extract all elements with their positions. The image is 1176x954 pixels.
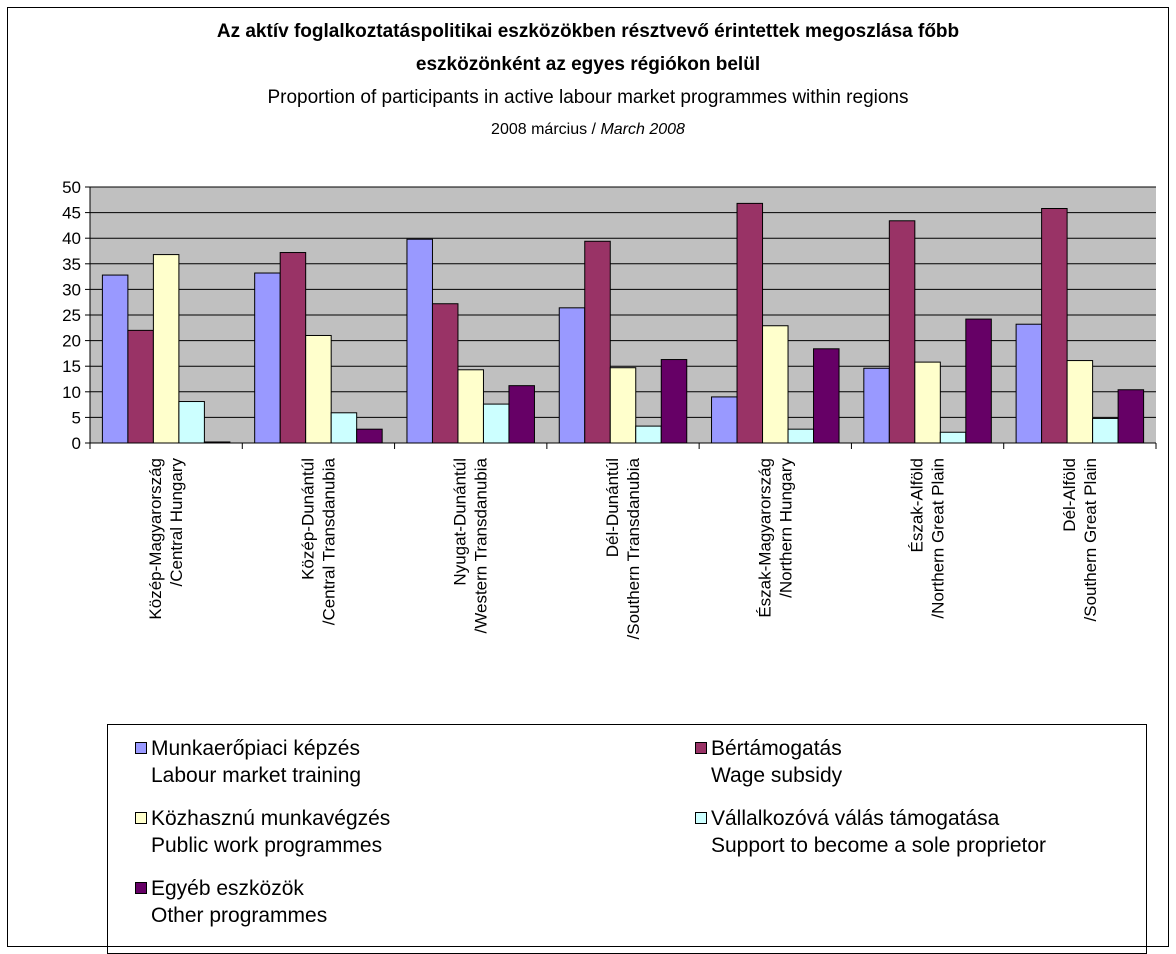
legend-swatch bbox=[135, 742, 147, 754]
legend-entry: Munkaerőpiaci képzés Labour market traini… bbox=[135, 735, 361, 789]
bar bbox=[431, 303, 459, 444]
bar bbox=[127, 329, 154, 444]
bar bbox=[1041, 208, 1068, 444]
bar bbox=[888, 220, 916, 444]
bar bbox=[660, 359, 688, 444]
x-tick-label: Közép-Dunántúl bbox=[298, 458, 317, 580]
bar bbox=[406, 238, 433, 444]
bar bbox=[1092, 417, 1119, 444]
legend-entry: Vállalkozóvá válás támogatása Support to … bbox=[695, 805, 1046, 859]
bar bbox=[914, 361, 941, 444]
legend-label: Bértámogatás bbox=[711, 737, 842, 760]
bar bbox=[101, 274, 129, 444]
legend-swatch bbox=[695, 812, 707, 824]
legend-entry: Közhasznú munkavégzés Public work program… bbox=[135, 805, 390, 859]
x-tick-label-en: /Southern Transdanubia bbox=[624, 457, 643, 639]
bar bbox=[939, 431, 967, 444]
x-tick-label: Dél-Dunántúl bbox=[603, 458, 622, 557]
bar bbox=[305, 334, 332, 444]
bar bbox=[813, 348, 840, 444]
x-tick-label-en: /Central Transdanubia bbox=[319, 457, 338, 625]
y-tick-label: 20 bbox=[62, 332, 81, 351]
legend-label-en: Support to become a sole proprietor bbox=[711, 834, 1047, 857]
legend-label-en: Public work programmes bbox=[151, 834, 383, 857]
x-tick-label: Nyugat-Dunántúl bbox=[451, 458, 470, 586]
y-tick-label: 25 bbox=[62, 306, 81, 325]
bar bbox=[711, 396, 738, 444]
y-tick-label: 5 bbox=[72, 408, 81, 427]
y-tick-label: 40 bbox=[62, 229, 81, 248]
legend-swatch bbox=[695, 742, 707, 754]
y-tick-label: 0 bbox=[72, 434, 81, 453]
legend-label-en: Other programmes bbox=[151, 904, 328, 927]
y-tick-label: 10 bbox=[62, 383, 81, 402]
x-tick-label-en: /Central Hungary bbox=[167, 458, 186, 587]
date-hu: 2008 március / bbox=[491, 121, 601, 138]
bar bbox=[203, 441, 231, 444]
x-tick-label: Dél-Alföld bbox=[1060, 458, 1079, 532]
bar bbox=[178, 401, 205, 444]
chart-date: 2008 március / March 2008 bbox=[0, 120, 1176, 140]
bar bbox=[279, 252, 307, 444]
bar bbox=[152, 254, 180, 444]
bar bbox=[1015, 323, 1043, 444]
legend-label: Munkaerőpiaci képzés bbox=[151, 737, 360, 760]
legend-entry: Egyéb eszközök Other programmes bbox=[135, 875, 327, 929]
x-tick-label-en: /Northern Great Plain bbox=[929, 458, 948, 619]
legend-entry: Bértámogatás Wage subsidy bbox=[695, 735, 842, 789]
chart-subtitle: Proportion of participants in active lab… bbox=[267, 87, 909, 108]
bar bbox=[635, 425, 662, 444]
bar bbox=[482, 403, 510, 444]
y-tick-label: 35 bbox=[62, 255, 81, 274]
bar bbox=[457, 369, 484, 444]
legend-swatch bbox=[135, 812, 147, 824]
bar bbox=[584, 240, 611, 444]
bar bbox=[1066, 360, 1094, 444]
legend-swatch bbox=[135, 882, 147, 894]
legend-label-en: Wage subsidy bbox=[711, 764, 843, 787]
x-tick-label-en: /Northern Hungary bbox=[776, 458, 795, 598]
x-tick-label: Közép-Magyarország bbox=[146, 458, 165, 620]
x-tick-label-en: /Western Transdanubia bbox=[472, 457, 491, 633]
bar-chart: 0 5 10 15 20 25 30 35 40 45 50 Közép-Magyarország/C… bbox=[62, 178, 1157, 639]
x-tick-label: Észak-Alföld bbox=[908, 458, 927, 552]
bar bbox=[609, 367, 637, 444]
bar bbox=[863, 367, 890, 444]
bar bbox=[330, 412, 358, 444]
y-tick-label: 15 bbox=[62, 357, 81, 376]
y-tick-label: 45 bbox=[62, 204, 81, 223]
bar bbox=[356, 428, 383, 444]
legend: Munkaerőpiaci képzés Labour market traini… bbox=[107, 724, 1147, 954]
x-tick-label: Észak-Magyarország bbox=[755, 458, 774, 618]
y-tick-label: 30 bbox=[62, 280, 81, 299]
legend-label: Egyéb eszközök bbox=[151, 877, 304, 900]
chart-title-line2: eszközönként az egyes régiókon belül bbox=[415, 54, 761, 75]
date-en: March 2008 bbox=[600, 121, 685, 138]
legend-label: Vállalkozóvá válás támogatása bbox=[711, 807, 1000, 830]
chart-title: Az aktív foglalkoztatáspolitikai eszközö… bbox=[216, 21, 960, 42]
x-tick-label-en: /Southern Great Plain bbox=[1081, 458, 1100, 621]
bar bbox=[787, 428, 815, 444]
bar bbox=[736, 202, 764, 444]
bar bbox=[254, 272, 281, 444]
legend-label: Közhasznú munkavégzés bbox=[151, 807, 391, 830]
bar bbox=[965, 318, 992, 444]
bar bbox=[508, 385, 535, 444]
bar bbox=[1117, 389, 1145, 444]
y-tick-label: 50 bbox=[62, 178, 81, 197]
legend-label-en: Labour market training bbox=[151, 764, 362, 787]
bar bbox=[762, 325, 789, 444]
bar bbox=[558, 307, 586, 444]
